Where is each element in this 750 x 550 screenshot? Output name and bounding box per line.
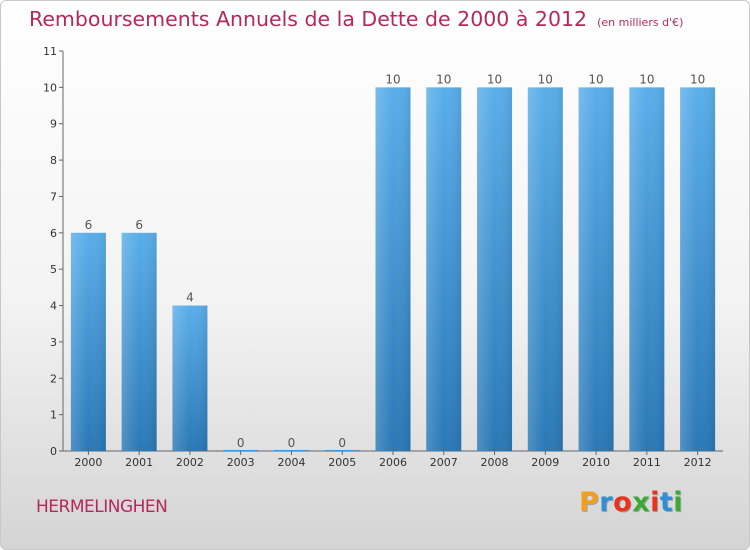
bar-shade-2008 (477, 87, 513, 451)
bar-2004 (273, 450, 309, 451)
bar-shade-2011 (629, 87, 665, 451)
x-tick-label: 2007 (430, 456, 458, 469)
logo-letter: x (632, 487, 651, 518)
city-name: HERMELINGHEN (36, 497, 168, 517)
data-label: 10 (639, 72, 654, 86)
x-tick-label: 2000 (74, 456, 102, 469)
bar-2003 (223, 450, 259, 451)
chart-unit: (en milliers d'€) (597, 16, 684, 29)
bars (70, 87, 716, 451)
x-tick-label: 2011 (633, 456, 661, 469)
data-label: 0 (237, 436, 245, 450)
y-tick-label: 0 (50, 445, 57, 458)
x-tick-label: 2005 (328, 456, 356, 469)
data-label: 6 (135, 218, 143, 232)
x-tick-label: 2008 (481, 456, 509, 469)
bar-shade-2001 (121, 232, 157, 451)
x-tick-label: 2002 (176, 456, 204, 469)
bar-shade-2009 (527, 87, 563, 451)
logo-letter: P (579, 487, 600, 518)
chart-title: Remboursements Annuels de la Dette de 20… (29, 7, 683, 31)
logo-letter: o (613, 487, 633, 518)
y-tick-label: 4 (50, 300, 57, 313)
y-tick-label: 2 (50, 372, 57, 385)
bar-2005 (324, 450, 360, 451)
bar-shade-2000 (70, 232, 106, 451)
y-tick-label: 11 (43, 45, 57, 58)
chart-title-text: Remboursements Annuels de la Dette de 20… (29, 7, 588, 31)
data-label: 10 (538, 72, 553, 86)
data-label: 0 (288, 436, 296, 450)
x-tick-label: 2001 (125, 456, 153, 469)
logo-letter: r (599, 487, 614, 518)
y-tick-label: 9 (50, 118, 57, 131)
bar-shade-2012 (680, 87, 716, 451)
bar-shade-2007 (426, 87, 462, 451)
y-tick-label: 6 (50, 227, 57, 240)
bar-shade-2006 (375, 87, 411, 451)
x-tick-label: 2010 (582, 456, 610, 469)
x-tick-label: 2012 (684, 456, 712, 469)
logo-letter: t (659, 487, 674, 518)
data-label: 10 (487, 72, 502, 86)
logo-letter: i (673, 487, 684, 518)
x-tick-label: 2006 (379, 456, 407, 469)
data-label: 10 (385, 72, 400, 86)
bar-shade-2010 (578, 87, 614, 451)
data-label: 10 (436, 72, 451, 86)
logo-letter: i (650, 487, 660, 518)
x-tick-label: 2009 (531, 456, 559, 469)
x-tick-label: 2004 (277, 456, 305, 469)
data-label: 10 (588, 72, 603, 86)
y-tick-label: 8 (50, 154, 57, 167)
bar-shade-2002 (172, 305, 208, 451)
y-tick-label: 1 (50, 409, 57, 422)
axes: 0 1 2 3 4 5 6 7 8 9 10 11 2000 2001 2002 2003 2004 2005 20… (43, 45, 723, 469)
data-label: 6 (85, 218, 93, 232)
y-tick-label: 7 (50, 190, 57, 203)
y-tick-label: 3 (50, 336, 57, 349)
y-tick-label: 5 (50, 263, 57, 276)
x-tick-label: 2003 (227, 456, 255, 469)
data-label: 10 (690, 72, 705, 86)
data-label: 0 (338, 436, 346, 450)
y-tick-label: 10 (43, 81, 57, 94)
data-label: 4 (186, 291, 194, 305)
proxiti-logo: Proxiti (579, 487, 683, 518)
data-labels: 6 6 4 0 0 0 10 10 10 10 10 10 10 (85, 72, 706, 450)
